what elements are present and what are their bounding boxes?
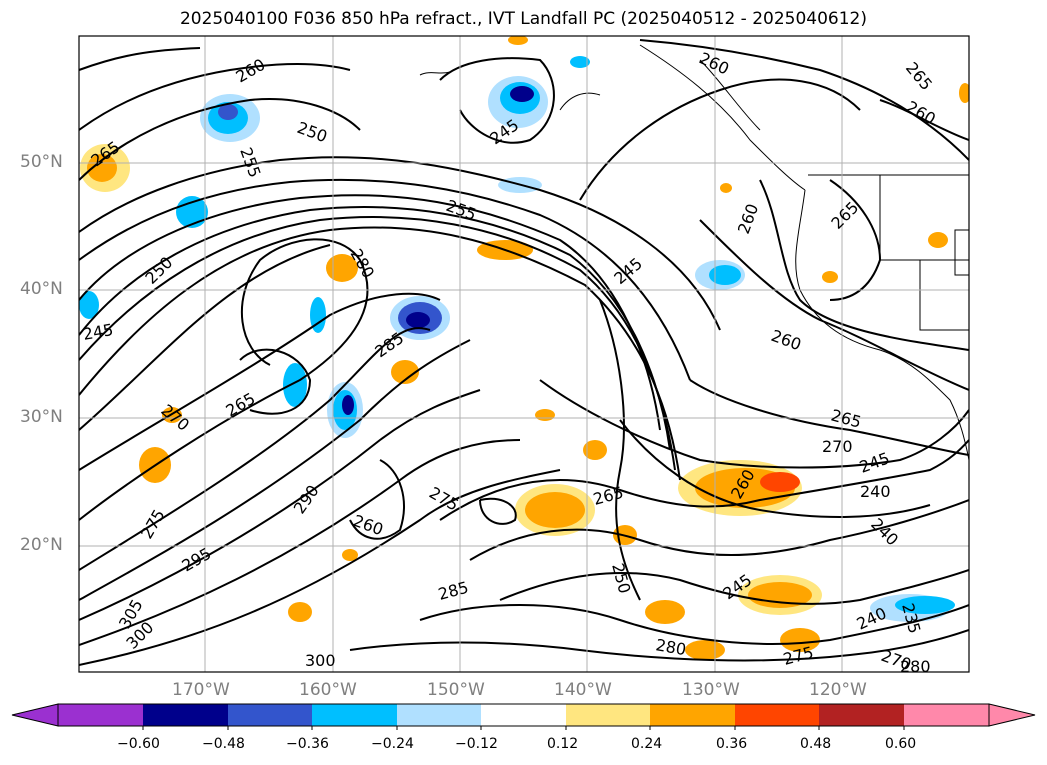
lon-label: 160°W xyxy=(299,680,357,700)
colorbar-tick-label: −0.24 xyxy=(371,736,414,752)
colorbar-tick-label: 0.60 xyxy=(885,736,917,752)
colorbar-tick-label: 0.36 xyxy=(716,736,748,752)
colorbar-tick-label: −0.36 xyxy=(286,736,329,752)
contour-label: 240 xyxy=(860,482,891,501)
colorbar-tick-label: −0.48 xyxy=(202,736,245,752)
contour-label: 300 xyxy=(305,651,336,670)
coastlines xyxy=(419,44,969,461)
lon-label: 140°W xyxy=(554,680,612,700)
map-title: 2025040100 F036 850 hPa refract., IVT La… xyxy=(179,9,867,29)
lat-label: 20°N xyxy=(20,535,63,555)
contour-label: 280 xyxy=(900,657,931,676)
lat-label: 40°N xyxy=(20,279,63,299)
map-area: 260 250 255 265 245 260 265 260 255 250 … xyxy=(79,36,969,676)
map-frame xyxy=(78,35,970,673)
colorbar-extend-right xyxy=(988,703,1036,727)
colorbar-tick-label: 0.12 xyxy=(547,736,579,752)
lon-label: 120°W xyxy=(809,680,867,700)
lat-label: 30°N xyxy=(20,407,63,427)
colorbar-extend-left xyxy=(11,703,59,727)
lon-label: 170°W xyxy=(172,680,230,700)
colorbar xyxy=(11,703,1036,730)
colorbar-tick-label: 0.24 xyxy=(631,736,663,752)
contour-label: 270 xyxy=(822,437,853,456)
colorbar-tick-label: −0.60 xyxy=(117,736,160,752)
graticule xyxy=(79,36,969,672)
lon-label: 150°W xyxy=(427,680,485,700)
colorbar-tick-label: 0.48 xyxy=(800,736,832,752)
lat-label: 50°N xyxy=(20,152,63,172)
lon-label: 130°W xyxy=(682,680,740,700)
colorbar-tick-label: −0.12 xyxy=(455,736,498,752)
contour-lines xyxy=(79,39,969,666)
